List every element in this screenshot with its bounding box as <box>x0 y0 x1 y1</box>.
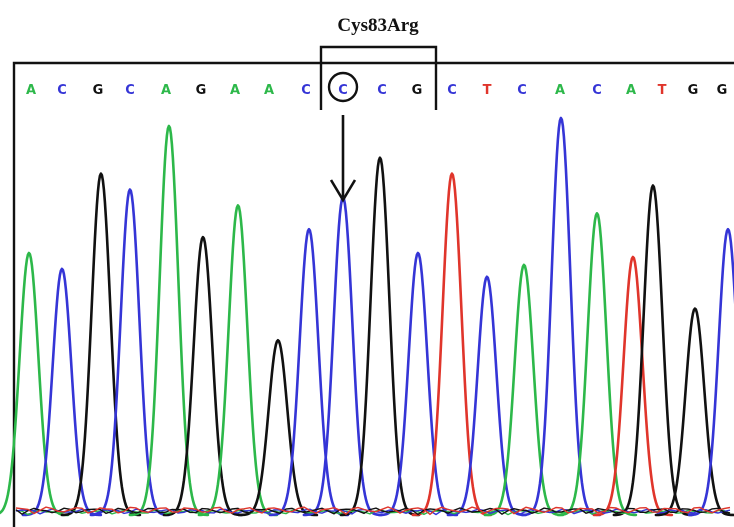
base-call-12: C <box>447 83 457 98</box>
mutation-marker <box>327 71 359 203</box>
base-call-11: G <box>412 83 423 98</box>
base-call-6: A <box>230 83 240 98</box>
trace-peak-10 <box>339 156 421 517</box>
base-call-17: A <box>626 83 636 98</box>
trace-peak-4 <box>128 124 210 517</box>
base-call-13: T <box>483 83 492 98</box>
trace-peak-12 <box>411 172 493 517</box>
base-call-19: G <box>688 83 699 98</box>
codon-bracket <box>319 45 438 110</box>
base-call-14: C <box>517 83 527 98</box>
base-call-1: C <box>57 83 67 98</box>
highlight-circle <box>327 71 359 103</box>
base-call-4: A <box>161 83 171 98</box>
base-call-3: C <box>125 83 135 98</box>
base-call-15: A <box>555 83 565 98</box>
base-call-8: C <box>301 83 311 98</box>
base-call-20: G <box>717 83 728 98</box>
base-call-16: C <box>592 83 602 98</box>
mutation-label: Cys83Arg <box>337 15 419 36</box>
base-call-7: A <box>264 83 274 98</box>
base-call-0: A <box>26 83 36 98</box>
base-call-18: T <box>658 83 667 98</box>
base-call-2: G <box>93 83 104 98</box>
base-call-9: C <box>338 83 348 98</box>
base-call-10: C <box>377 83 387 98</box>
noise-trace-2 <box>15 507 731 516</box>
base-call-5: G <box>196 83 207 98</box>
chromatogram-frame <box>12 61 734 527</box>
noise-trace-3 <box>15 506 731 516</box>
trace-peak-15 <box>520 116 602 517</box>
arrow-head <box>329 179 357 203</box>
baseline-noise <box>15 506 731 516</box>
